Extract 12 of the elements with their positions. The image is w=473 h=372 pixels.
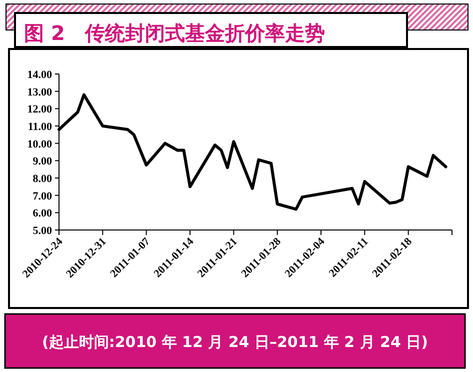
- chart-title: 图 2 传统封闭式基金折价率走势: [24, 21, 325, 45]
- y-tick-label: 7.00: [32, 190, 52, 202]
- y-tick-label: 14.00: [27, 69, 52, 81]
- y-tick-label: 11.00: [28, 121, 52, 133]
- y-tick-label: 13.00: [27, 86, 52, 98]
- y-tick-label: 10.00: [27, 138, 52, 150]
- y-tick-label: 5.00: [32, 225, 52, 237]
- y-tick-label: 12.00: [27, 104, 52, 116]
- y-tick-label: 6.00: [32, 208, 52, 220]
- y-tick-label: 8.00: [32, 173, 52, 185]
- y-tick-label: 9.00: [32, 156, 52, 168]
- text: (起止时间:2010 年 12 月 24 日–2011 年 2 月 24 日): [42, 333, 428, 351]
